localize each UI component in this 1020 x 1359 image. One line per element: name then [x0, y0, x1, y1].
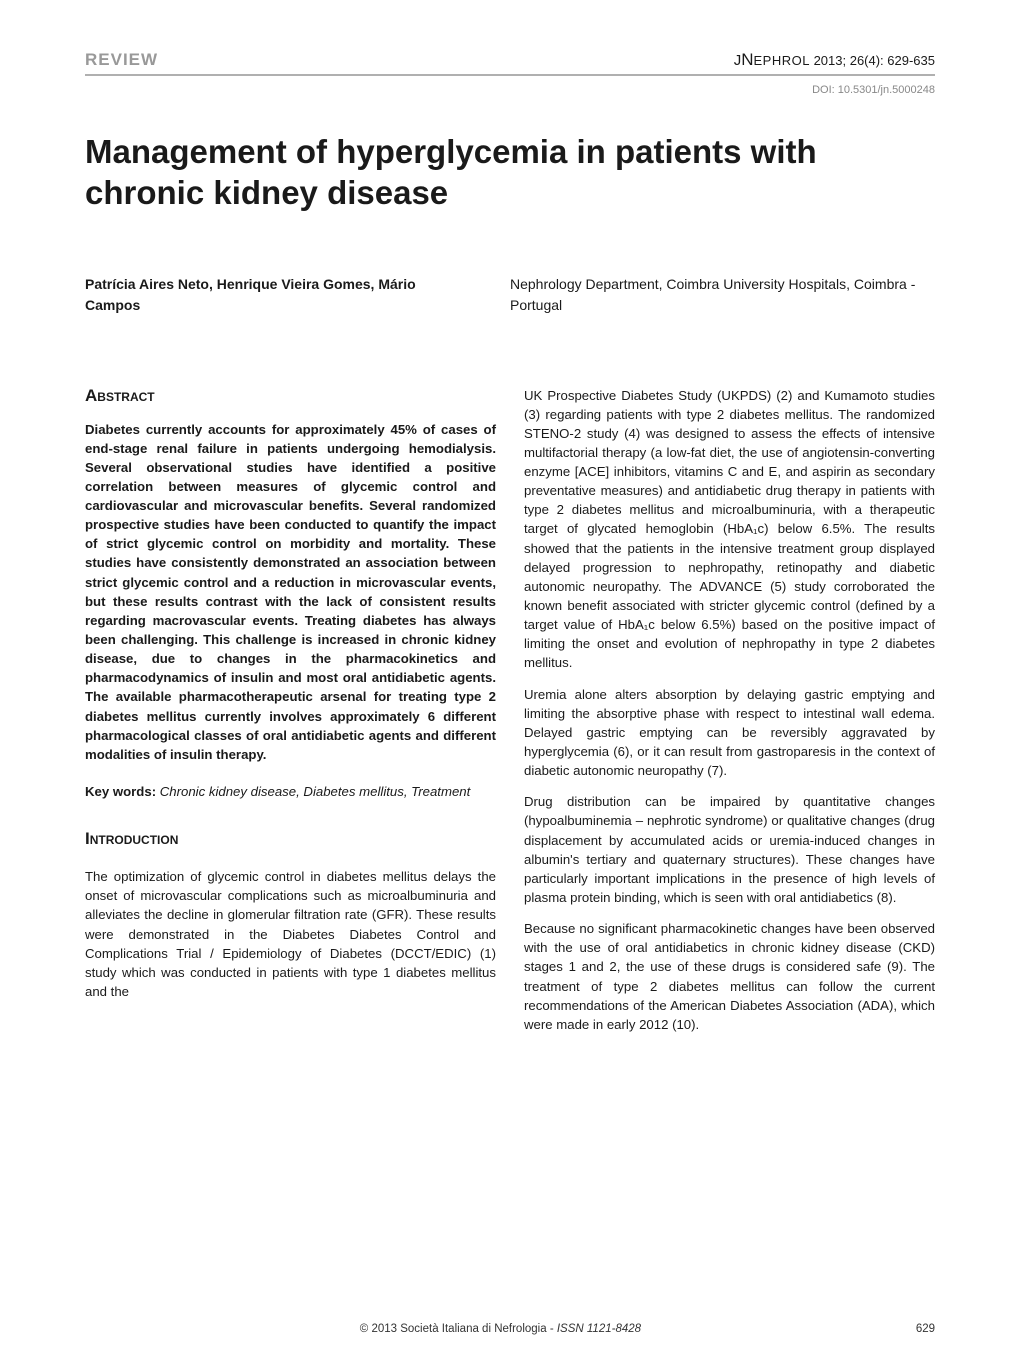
abstract-heading: Abstract [85, 386, 496, 406]
journal-n: N [741, 50, 753, 69]
section-label: REVIEW [85, 50, 158, 70]
copyright-text: © 2013 Società Italiana di Nefrologia - [360, 1323, 557, 1335]
affiliation: Nephrology Department, Coimbra Universit… [510, 274, 935, 316]
page-header: REVIEW JNEPHROL 2013; 26(4): 629-635 [85, 50, 935, 76]
page-number: 629 [916, 1323, 935, 1335]
body-paragraph-4: Because no significant pharmacokinetic c… [524, 919, 935, 1034]
body-paragraph-3: Drug distribution can be impaired by qua… [524, 792, 935, 907]
left-column: Abstract Diabetes currently accounts for… [85, 386, 496, 1047]
page-footer: © 2013 Società Italiana di Nefrologia - … [85, 1323, 935, 1335]
keywords-label: Key words: [85, 784, 160, 799]
copyright: © 2013 Società Italiana di Nefrologia - … [360, 1323, 641, 1335]
introduction-heading: Introduction [85, 829, 496, 849]
authors: Patrícia Aires Neto, Henrique Vieira Gom… [85, 274, 459, 316]
body-paragraph-2: Uremia alone alters absorption by delayi… [524, 685, 935, 781]
journal-issue: 2013; 26(4): 629-635 [810, 53, 935, 68]
journal-citation: JNEPHROL 2013; 26(4): 629-635 [734, 50, 935, 70]
article-title: Management of hyperglycemia in patients … [85, 131, 935, 214]
right-column: UK Prospective Diabetes Study (UKPDS) (2… [524, 386, 935, 1047]
journal-rest: EPHROL [753, 53, 809, 68]
content-columns: Abstract Diabetes currently accounts for… [85, 386, 935, 1047]
doi: DOI: 10.5301/jn.5000248 [85, 84, 935, 96]
author-block: Patrícia Aires Neto, Henrique Vieira Gom… [85, 274, 935, 316]
keywords-values: Chronic kidney disease, Diabetes mellitu… [160, 784, 471, 799]
body-paragraph-1: UK Prospective Diabetes Study (UKPDS) (2… [524, 386, 935, 673]
issn: ISSN 1121-8428 [557, 1323, 641, 1335]
abstract-body: Diabetes currently accounts for approxim… [85, 420, 496, 765]
keywords: Key words: Chronic kidney disease, Diabe… [85, 782, 496, 801]
intro-paragraph-1: The optimization of glycemic control in … [85, 867, 496, 1001]
